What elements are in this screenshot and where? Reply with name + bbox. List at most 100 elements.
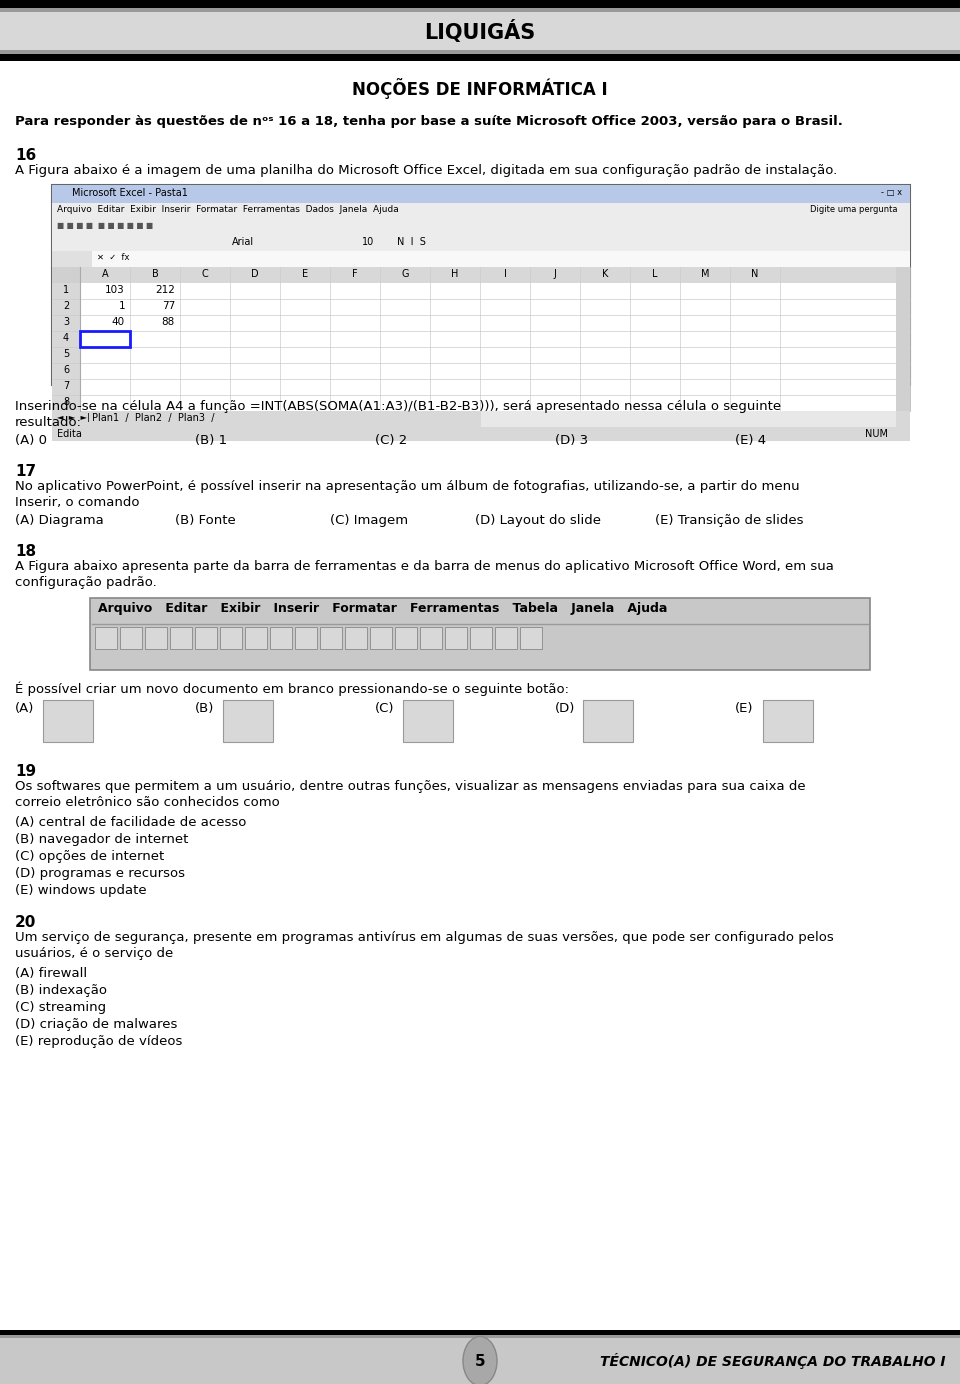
Text: E: E [302,268,308,280]
Text: Edita: Edita [57,429,82,439]
Bar [0,1338,960,1384]
Text: (A) firewall: (A) firewall [15,967,87,980]
Text: (B) 1: (B) 1 [195,435,228,447]
Text: (D) Layout do slide: (D) Layout do slide [475,513,601,527]
Text: (C) Imagem: (C) Imagem [330,513,408,527]
Text: Para responder às questões de nᵒˢ 16 a 18, tenha por base a suíte Microsoft Offi: Para responder às questões de nᵒˢ 16 a 1… [15,115,843,127]
Text: I: I [504,268,507,280]
Bar [52,251,910,267]
Text: (E) windows update: (E) windows update [15,884,147,897]
Bar [420,627,442,649]
Text: 40: 40 [112,317,125,327]
Text: resultado:: resultado: [15,417,82,429]
Bar [763,700,813,742]
Text: (A) Diagrama: (A) Diagrama [15,513,104,527]
Bar [52,267,80,411]
Text: 212: 212 [156,285,175,295]
Text: 3: 3 [63,317,69,327]
Bar [270,627,292,649]
Bar [320,627,342,649]
Text: Inserir, o comando: Inserir, o comando [15,495,139,509]
Text: 6: 6 [63,365,69,375]
Text: G: G [401,268,409,280]
Text: ■ ■ ■ ■  ■ ■ ■ ■ ■ ■: ■ ■ ■ ■ ■ ■ ■ ■ ■ ■ [57,221,154,230]
Text: Arial: Arial [232,237,254,246]
Bar [195,627,217,649]
Text: A Figura abaixo apresenta parte da barra de ferramentas e da barra de menus do a: A Figura abaixo apresenta parte da barra… [15,561,834,573]
Bar [0,1336,960,1338]
Bar [0,8,960,12]
Bar [520,627,542,649]
Text: 7: 7 [62,381,69,392]
Bar [220,627,242,649]
Text: ◄  ►  ►|: ◄ ► ►| [57,412,90,422]
Text: A: A [102,268,108,280]
Text: (E): (E) [735,702,754,716]
Bar [52,235,910,251]
Text: (E) reprodução de vídeos: (E) reprodução de vídeos [15,1035,182,1048]
Text: (A) 0: (A) 0 [15,435,47,447]
Text: TÉCNICO(A) DE SEGURANÇA DO TRABALHO I: TÉCNICO(A) DE SEGURANÇA DO TRABALHO I [599,1354,945,1369]
Text: (C): (C) [375,702,395,716]
Text: Microsoft Excel - Pasta1: Microsoft Excel - Pasta1 [72,188,188,198]
Bar [470,627,492,649]
Text: Inserindo-se na célula A4 a função =INT(ABS(SOMA(A1:A3)/(B1-B2-B3))), será apres: Inserindo-se na célula A4 a função =INT(… [15,400,781,412]
Text: Os softwares que permitem a um usuário, dentre outras funções, visualizar as men: Os softwares que permitem a um usuário, … [15,781,805,793]
Text: No aplicativo PowerPoint, é possível inserir na apresentação um álbum de fotogra: No aplicativo PowerPoint, é possível ins… [15,480,800,493]
Text: 103: 103 [106,285,125,295]
Text: H: H [451,268,459,280]
Bar [90,598,870,670]
Text: 8: 8 [63,397,69,407]
Text: (B) Fonte: (B) Fonte [175,513,236,527]
Text: 18: 18 [15,544,36,559]
Bar [0,54,960,61]
Text: 16: 16 [15,148,36,163]
Text: 20: 20 [15,915,36,930]
Bar [223,700,273,742]
Text: Um serviço de segurança, presente em programas antivírus em algumas de suas vers: Um serviço de segurança, presente em pro… [15,931,833,944]
Text: NUM: NUM [865,429,888,439]
Text: 1: 1 [118,300,125,311]
Bar [145,627,167,649]
Text: usuários, é o serviço de: usuários, é o serviço de [15,947,173,960]
Bar [170,627,192,649]
Text: NOÇÕES DE INFORMÁTICA I: NOÇÕES DE INFORMÁTICA I [352,78,608,100]
Text: 1: 1 [63,285,69,295]
Bar [52,219,910,235]
Bar [0,1330,960,1336]
Text: (D) 3: (D) 3 [555,435,588,447]
Text: A Figura abaixo é a imagem de uma planilha do Microsoft Office Excel, digitada e: A Figura abaixo é a imagem de uma planil… [15,163,837,177]
Text: 5: 5 [62,349,69,358]
Text: N  I  S: N I S [397,237,426,246]
Bar [43,700,93,742]
Text: (C) streaming: (C) streaming [15,1001,107,1014]
Text: (B) indexação: (B) indexação [15,984,107,996]
Bar [52,267,910,411]
Text: 2: 2 [62,300,69,311]
Bar [0,0,960,8]
Bar [896,267,910,411]
Bar [395,627,417,649]
Bar [52,267,910,282]
Text: (B): (B) [195,702,214,716]
Bar [370,627,392,649]
Text: (B) navegador de internet: (B) navegador de internet [15,833,188,846]
Text: (D): (D) [555,702,575,716]
Text: 19: 19 [15,764,36,779]
Bar [52,185,910,203]
Text: - □ x: - □ x [881,188,902,197]
Text: (C) 2: (C) 2 [375,435,407,447]
Text: (A): (A) [15,702,35,716]
Text: (D) criação de malwares: (D) criação de malwares [15,1019,178,1031]
Bar [52,203,910,219]
Text: M: M [701,268,709,280]
Bar [52,267,80,282]
Bar [52,251,92,267]
Bar [345,627,367,649]
Text: (C) opções de internet: (C) opções de internet [15,850,164,864]
Text: Arquivo  Editar  Exibir  Inserir  Formatar  Ferramentas  Dados  Janela  Ajuda: Arquivo Editar Exibir Inserir Formatar F… [57,205,398,215]
Text: (A) central de facilidade de acesso: (A) central de facilidade de acesso [15,817,247,829]
Bar [403,700,453,742]
Text: 10: 10 [362,237,374,246]
Bar [481,411,896,428]
